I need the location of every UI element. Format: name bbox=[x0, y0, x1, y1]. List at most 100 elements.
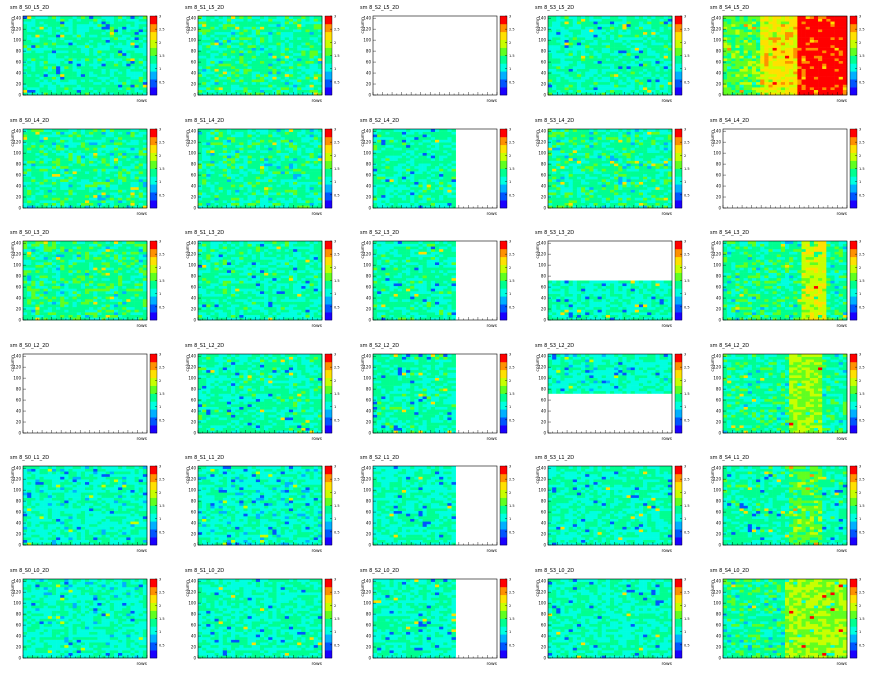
heatmap-cell bbox=[31, 92, 36, 96]
heatmap-cell bbox=[659, 63, 665, 67]
heatmap-cell bbox=[805, 63, 811, 67]
heatmap-cell bbox=[589, 73, 594, 77]
heatmap-cell bbox=[576, 92, 582, 96]
heatmap-cell bbox=[309, 92, 315, 96]
heatmap-cell bbox=[822, 34, 827, 38]
heatmap-cell bbox=[56, 165, 61, 169]
heatmap-cell bbox=[72, 92, 78, 96]
heatmap-cell bbox=[568, 55, 574, 59]
heatmap-cell bbox=[556, 60, 561, 64]
heatmap-cell bbox=[113, 44, 119, 48]
heatmap-cell bbox=[552, 42, 557, 46]
heatmap-cell bbox=[210, 26, 215, 30]
heatmap-cell bbox=[142, 84, 148, 88]
heatmap-cell bbox=[142, 191, 148, 195]
heatmap-cell bbox=[76, 144, 82, 148]
heatmap-cell bbox=[51, 68, 57, 72]
heatmap-cell bbox=[735, 23, 740, 27]
heatmap-cell bbox=[585, 37, 590, 40]
heatmap-cell bbox=[72, 144, 78, 148]
heatmap-cell bbox=[60, 152, 65, 156]
heatmap-cell bbox=[76, 63, 82, 67]
heatmap-cell bbox=[35, 23, 40, 27]
heatmap-cell bbox=[31, 31, 36, 35]
heatmap-cell bbox=[284, 21, 290, 25]
heatmap-cell bbox=[838, 92, 844, 96]
heatmap-cell bbox=[630, 73, 636, 77]
heatmap-cell bbox=[747, 23, 753, 27]
heatmap-cell bbox=[247, 66, 253, 69]
heatmap-cell bbox=[776, 23, 782, 27]
heatmap-cell bbox=[731, 42, 736, 46]
heatmap-cell bbox=[585, 26, 590, 30]
heatmap-cell bbox=[39, 79, 44, 83]
heatmap-cell bbox=[593, 29, 598, 33]
heatmap-cell bbox=[43, 21, 49, 25]
heatmap-cell bbox=[560, 92, 565, 96]
heatmap-cell bbox=[89, 178, 94, 182]
heatmap-cell bbox=[134, 58, 140, 62]
heatmap-cell bbox=[93, 23, 98, 27]
heatmap-cell bbox=[626, 31, 631, 35]
heatmap-cell bbox=[80, 204, 86, 208]
heatmap-cell bbox=[801, 66, 806, 69]
heatmap-cell bbox=[743, 47, 749, 51]
heatmap-cell bbox=[735, 47, 740, 51]
heatmap-cell bbox=[780, 18, 786, 22]
heatmap-cell bbox=[659, 52, 665, 56]
heatmap-cell bbox=[842, 92, 848, 96]
heatmap-cell bbox=[630, 21, 636, 25]
heatmap-cell bbox=[293, 68, 298, 72]
heatmap-cell bbox=[622, 68, 627, 72]
heatmap-cell bbox=[276, 73, 281, 77]
y-tick-label: 40 bbox=[541, 71, 547, 76]
heatmap-cell bbox=[768, 55, 773, 59]
heatmap-cell bbox=[818, 71, 823, 75]
heatmap-cell bbox=[809, 44, 815, 48]
heatmap-cell bbox=[113, 136, 119, 140]
heatmap-cell bbox=[235, 23, 240, 27]
heatmap-cell bbox=[785, 84, 790, 88]
heatmap-cell bbox=[297, 52, 302, 56]
heatmap-cell bbox=[826, 89, 831, 93]
heatmap-cell bbox=[105, 152, 111, 156]
heatmap-cell bbox=[297, 76, 302, 80]
heatmap-cell bbox=[27, 128, 32, 132]
heatmap-cell bbox=[231, 31, 236, 35]
heatmap-cell bbox=[68, 202, 73, 206]
heatmap-cell bbox=[222, 81, 228, 85]
heatmap-cell bbox=[597, 87, 603, 91]
heatmap-cell bbox=[576, 76, 582, 80]
heatmap-cell bbox=[564, 68, 569, 72]
heatmap-cell bbox=[142, 160, 148, 164]
heatmap-cell bbox=[35, 87, 40, 91]
heatmap-cell bbox=[597, 89, 603, 93]
heatmap-cell bbox=[27, 154, 32, 158]
heatmap-cell bbox=[801, 50, 806, 54]
heatmap-cell bbox=[235, 18, 240, 22]
heatmap-cell bbox=[772, 29, 778, 33]
heatmap-cell bbox=[548, 42, 553, 46]
heatmap-cell bbox=[93, 47, 98, 51]
heatmap-cell bbox=[297, 58, 302, 62]
heatmap-cell bbox=[255, 44, 261, 48]
heatmap-cell bbox=[610, 23, 615, 27]
heatmap-cell bbox=[89, 37, 94, 40]
heatmap-cell bbox=[614, 63, 619, 67]
heatmap-cell bbox=[198, 165, 203, 169]
heatmap-cell bbox=[210, 50, 215, 54]
heatmap-cell bbox=[138, 160, 144, 164]
heatmap-cell bbox=[809, 63, 815, 67]
heatmap-cell bbox=[109, 52, 115, 56]
heatmap-cell bbox=[47, 84, 53, 88]
heatmap-cell bbox=[264, 87, 269, 91]
heatmap-cell bbox=[113, 21, 119, 25]
heatmap-cell bbox=[622, 73, 627, 77]
heatmap-cell bbox=[548, 79, 553, 83]
heatmap-cell bbox=[80, 68, 86, 72]
heatmap-cell bbox=[776, 58, 782, 62]
heatmap-cell bbox=[651, 68, 656, 72]
heatmap-cell bbox=[130, 199, 135, 203]
heatmap-cell bbox=[842, 58, 848, 62]
heatmap-cell bbox=[780, 87, 786, 91]
